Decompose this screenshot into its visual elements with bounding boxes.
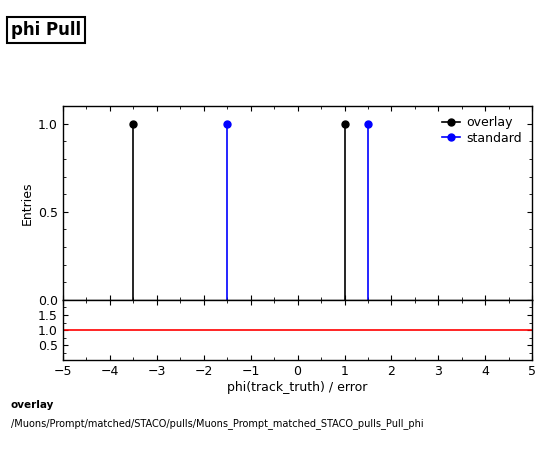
Y-axis label: Entries: Entries [21, 181, 34, 225]
Text: /Muons/Prompt/matched/STACO/pulls/Muons_Prompt_matched_STACO_pulls_Pull_phi: /Muons/Prompt/matched/STACO/pulls/Muons_… [11, 418, 424, 429]
Text: overlay: overlay [11, 400, 54, 410]
Legend: overlay, standard: overlay, standard [438, 113, 526, 148]
X-axis label: phi(track_truth) / error: phi(track_truth) / error [227, 381, 368, 394]
Text: phi Pull: phi Pull [11, 21, 81, 39]
